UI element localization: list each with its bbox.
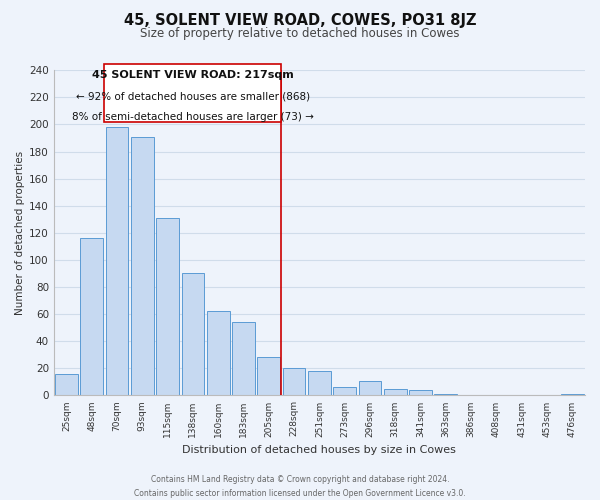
Bar <box>232 322 255 396</box>
FancyBboxPatch shape <box>104 64 281 122</box>
Y-axis label: Number of detached properties: Number of detached properties <box>15 151 25 315</box>
Bar <box>182 274 204 396</box>
Bar <box>308 371 331 396</box>
Bar <box>434 394 457 396</box>
X-axis label: Distribution of detached houses by size in Cowes: Distribution of detached houses by size … <box>182 445 457 455</box>
Bar <box>156 218 179 396</box>
Bar <box>359 380 382 396</box>
Text: Contains HM Land Registry data © Crown copyright and database right 2024.
Contai: Contains HM Land Registry data © Crown c… <box>134 476 466 498</box>
Bar <box>561 394 584 396</box>
Bar <box>106 127 128 396</box>
Bar <box>257 358 280 396</box>
Bar <box>409 390 432 396</box>
Bar <box>283 368 305 396</box>
Bar <box>334 388 356 396</box>
Bar <box>207 312 230 396</box>
Text: 45 SOLENT VIEW ROAD: 217sqm: 45 SOLENT VIEW ROAD: 217sqm <box>92 70 294 80</box>
Bar <box>131 136 154 396</box>
Text: Size of property relative to detached houses in Cowes: Size of property relative to detached ho… <box>140 28 460 40</box>
Bar <box>384 388 407 396</box>
Bar <box>80 238 103 396</box>
Bar <box>55 374 78 396</box>
Text: 8% of semi-detached houses are larger (73) →: 8% of semi-detached houses are larger (7… <box>72 112 314 122</box>
Text: 45, SOLENT VIEW ROAD, COWES, PO31 8JZ: 45, SOLENT VIEW ROAD, COWES, PO31 8JZ <box>124 12 476 28</box>
Text: ← 92% of detached houses are smaller (868): ← 92% of detached houses are smaller (86… <box>76 92 310 102</box>
